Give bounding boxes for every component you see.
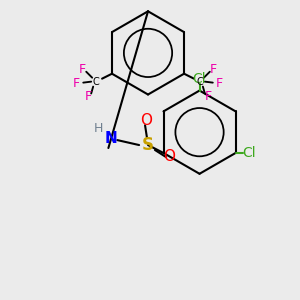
Text: Cl: Cl [243,146,256,160]
Text: S: S [142,136,154,154]
Text: Cl: Cl [193,72,206,86]
Text: F: F [73,77,80,90]
Text: O: O [140,113,152,128]
Text: F: F [210,63,217,76]
Text: F: F [204,90,211,103]
Text: H: H [94,122,103,135]
Text: F: F [79,63,86,76]
Text: C: C [93,76,100,87]
Text: F: F [216,77,223,90]
Text: N: N [105,130,118,146]
Text: F: F [85,90,92,103]
Text: C: C [196,76,203,87]
Text: O: O [163,149,175,164]
